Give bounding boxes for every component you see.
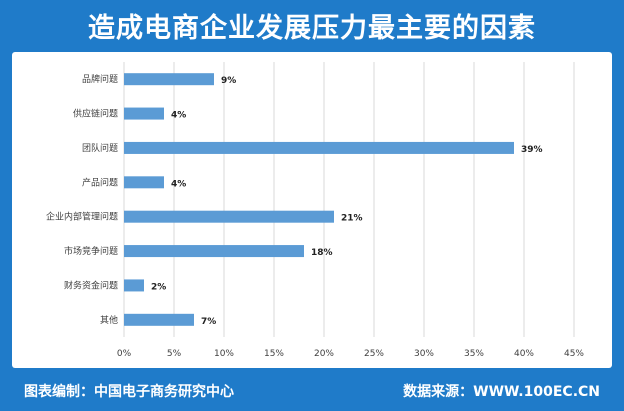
bar xyxy=(124,210,334,223)
category-label: 品牌问题 xyxy=(82,73,118,85)
x-tick-label: 40% xyxy=(514,349,534,359)
bar xyxy=(124,176,164,189)
bar xyxy=(124,107,164,120)
data-label: 39% xyxy=(521,145,543,155)
category-label: 其他 xyxy=(100,314,118,326)
category-label: 产品问题 xyxy=(82,176,118,188)
footer: 图表编制：中国电子商务研究中心 数据来源：WWW.100EC.CN xyxy=(0,370,624,411)
bar xyxy=(124,245,304,258)
data-label: 9% xyxy=(221,76,236,86)
data-label: 21% xyxy=(341,214,363,224)
bar xyxy=(124,279,144,292)
x-tick-label: 35% xyxy=(464,349,484,359)
chart-title: 造成电商企业发展压力最主要的因素 xyxy=(88,12,536,44)
data-label: 4% xyxy=(171,111,186,121)
plot-panel: 0% 5% 10% 15% 20% 25% 30% 35% 40% 45% 品牌问题 9% 供应链问题 4… xyxy=(12,52,612,368)
category-label: 团队问题 xyxy=(82,142,118,154)
x-tick-label: 30% xyxy=(414,349,434,359)
title-bar: 造成电商企业发展压力最主要的因素 xyxy=(0,0,624,50)
bar xyxy=(124,313,194,326)
data-label: 18% xyxy=(311,248,333,258)
footer-source: 数据来源：WWW.100EC.CN xyxy=(403,383,600,400)
x-tick-label: 5% xyxy=(167,349,182,359)
x-tick-label: 0% xyxy=(117,349,132,359)
bar xyxy=(124,73,214,86)
data-label: 7% xyxy=(201,317,216,327)
category-label: 企业内部管理问题 xyxy=(46,211,118,223)
x-tick-label: 45% xyxy=(564,349,584,359)
x-tick-label: 25% xyxy=(364,349,384,359)
bar-chart: 0% 5% 10% 15% 20% 25% 30% 35% 40% 45% 品牌问题 9% 供应链问题 4… xyxy=(46,62,584,359)
bar xyxy=(124,141,514,154)
x-tick-label: 15% xyxy=(264,349,284,359)
category-label: 财务资金问题 xyxy=(64,279,118,291)
data-label: 2% xyxy=(151,282,166,292)
data-label: 4% xyxy=(171,179,186,189)
category-label: 供应链问题 xyxy=(73,108,118,120)
x-tick-label: 20% xyxy=(314,349,334,359)
footer-credit: 图表编制：中国电子商务研究中心 xyxy=(24,383,234,400)
x-tick-label: 10% xyxy=(214,349,234,359)
category-label: 市场竞争问题 xyxy=(64,245,118,257)
